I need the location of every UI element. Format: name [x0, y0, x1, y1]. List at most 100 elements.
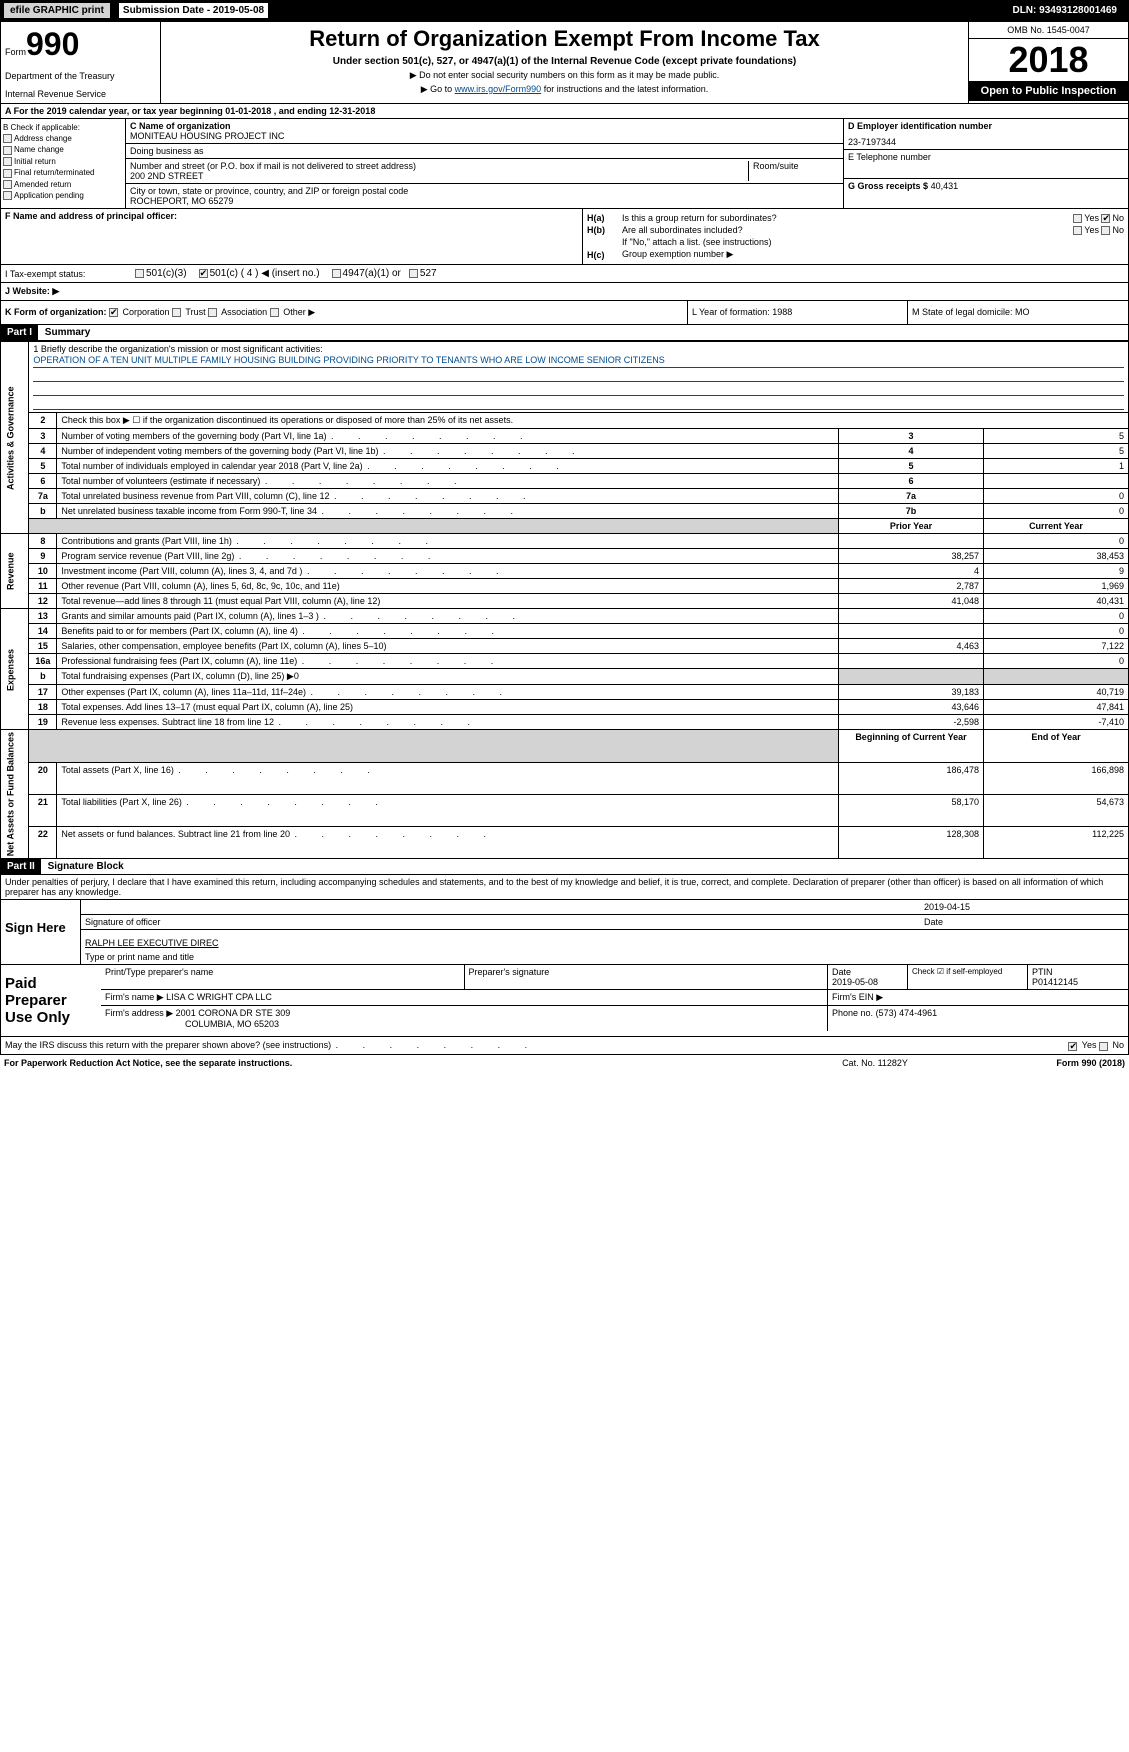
table-row: bNet unrelated business taxable income f… [1, 504, 1129, 519]
street-label: Number and street (or P.O. box if mail i… [130, 161, 744, 171]
checkbox-icon[interactable] [1099, 1042, 1108, 1051]
b-pending: Application pending [3, 191, 123, 200]
te-opt: 4947(a)(1) or [343, 268, 401, 279]
col-de: D Employer identification number 23-7197… [843, 119, 1128, 208]
b-opt: Name change [14, 145, 64, 154]
checkbox-icon[interactable] [1101, 214, 1110, 223]
checkbox-icon[interactable] [1068, 1042, 1077, 1051]
ha-line: H(a)Is this a group return for subordina… [587, 213, 1124, 223]
checkbox-icon[interactable] [1073, 214, 1082, 223]
eoy-label: End of Year [984, 730, 1129, 762]
date-val: 2019-05-08 [832, 977, 878, 987]
ein: 23-7197344 [848, 137, 1124, 147]
row-text: Benefits paid to or for members (Part IX… [61, 626, 496, 636]
instr2-pre: ▶ Go to [421, 84, 455, 94]
firm-ein-cell: Firm's EIN ▶ [828, 990, 1128, 1005]
submission-date: Submission Date - 2019-05-08 [118, 2, 269, 19]
checkbox-icon[interactable] [172, 308, 181, 317]
row-num: 6 [29, 474, 57, 489]
ptin-lbl: PTIN [1032, 967, 1053, 977]
part-i-title: Summary [45, 327, 91, 338]
ptin-val: P01412145 [1032, 977, 1078, 987]
checkbox-icon[interactable] [3, 146, 12, 155]
net-section: Net Assets or Fund Balances Beginning of… [1, 730, 1129, 762]
checkbox-icon[interactable] [270, 308, 279, 317]
row-text: Professional fundraising fees (Part IX, … [61, 656, 495, 666]
cy-val: 1,969 [984, 579, 1129, 594]
row-val: 0 [984, 489, 1129, 504]
summary-table: Activities & Governance 1 Briefly descri… [0, 341, 1129, 859]
ha-text: Is this a group return for subordinates? [622, 213, 777, 223]
checkbox-icon[interactable] [1101, 226, 1110, 235]
l-cell: L Year of formation: 1988 [688, 301, 908, 324]
checkbox-icon[interactable] [109, 308, 118, 317]
irs-link[interactable]: www.irs.gov/Form990 [455, 84, 542, 94]
row-desc: Professional fundraising fees (Part IX, … [57, 654, 839, 669]
row-num: 21 [29, 794, 57, 826]
k-label: K Form of organization: [5, 307, 107, 317]
mission-blank [33, 382, 1124, 396]
py-val [839, 534, 984, 549]
checkbox-icon[interactable] [199, 269, 208, 278]
paperwork-notice: For Paperwork Reduction Act Notice, see … [4, 1058, 775, 1068]
boy-label: Beginning of Current Year [839, 730, 984, 762]
row-desc: Total assets (Part X, line 16) [57, 762, 839, 794]
py-val: 186,478 [839, 762, 984, 794]
mission-label: 1 Briefly describe the organization's mi… [33, 344, 1124, 354]
addr-val: 2001 CORONA DR STE 309 [176, 1008, 291, 1018]
firm-addr-cell: Firm's address ▶ 2001 CORONA DR STE 309C… [101, 1006, 828, 1031]
paid-h-sig: Preparer's signature [465, 965, 829, 989]
part-i-header: Part I Summary [0, 325, 1129, 341]
checkbox-icon[interactable] [3, 180, 12, 189]
b-label: B Check if applicable: [3, 123, 123, 132]
checkbox-icon[interactable] [1073, 226, 1082, 235]
dept-treasury: Department of the Treasury [5, 71, 156, 81]
row-num: 15 [29, 639, 57, 654]
checkbox-icon[interactable] [3, 157, 12, 166]
row-num: 3 [29, 429, 57, 444]
row-desc: Contributions and grants (Part VIII, lin… [57, 534, 839, 549]
cy-val: 0 [984, 654, 1129, 669]
city: ROCHEPORT, MO 65279 [130, 196, 839, 206]
row-a: A For the 2019 calendar year, or tax yea… [0, 104, 1129, 119]
may-irs-label: May the IRS discuss this return with the… [5, 1040, 529, 1050]
checkbox-icon[interactable] [3, 191, 12, 200]
c-dba-block: Doing business as [126, 144, 843, 159]
e-block: E Telephone number [844, 150, 1128, 179]
rev-section: Revenue 8Contributions and grants (Part … [1, 534, 1129, 549]
gov-section: Activities & Governance 1 Briefly descri… [1, 342, 1129, 413]
row-num: 12 [29, 594, 57, 609]
paid-addr-row: Firm's address ▶ 2001 CORONA DR STE 309C… [101, 1006, 1128, 1031]
checkbox-icon[interactable] [135, 269, 144, 278]
row-text: Total liabilities (Part X, line 26) [61, 797, 380, 807]
py-val: 58,170 [839, 794, 984, 826]
box-num: 4 [839, 444, 984, 459]
paid-h-name: Print/Type preparer's name [101, 965, 465, 989]
checkbox-icon[interactable] [3, 169, 12, 178]
part-ii-header: Part II Signature Block [0, 859, 1129, 875]
hc-label: H(c) [587, 250, 622, 260]
name-title-label: Type or print name and title [85, 952, 1124, 962]
row-text: Net unrelated business taxable income fr… [61, 506, 515, 516]
box-num: 7a [839, 489, 984, 504]
table-row: bTotal fundraising expenses (Part IX, co… [1, 669, 1129, 685]
b-final: Final return/terminated [3, 168, 123, 177]
checkbox-icon[interactable] [208, 308, 217, 317]
row-text: Program service revenue (Part VIII, line… [61, 551, 432, 561]
officer-name: RALPH LEE EXECUTIVE DIREC [85, 938, 1124, 948]
py-val [839, 654, 984, 669]
cy-val: 112,225 [984, 827, 1129, 859]
checkbox-icon[interactable] [3, 134, 12, 143]
g-block: G Gross receipts $ 40,431 [844, 179, 1128, 193]
checkbox-icon[interactable] [332, 269, 341, 278]
exp-vert-label: Expenses [1, 609, 29, 730]
checkbox-icon[interactable] [409, 269, 418, 278]
c-name-block: C Name of organization MONITEAU HOUSING … [126, 119, 843, 144]
may-irs-yn: Yes No [1068, 1040, 1124, 1050]
row-text: Net assets or fund balances. Subtract li… [61, 829, 488, 839]
row-desc: Number of independent voting members of … [57, 444, 839, 459]
row-desc: Other revenue (Part VIII, column (A), li… [57, 579, 839, 594]
top-bar: efile GRAPHIC print Submission Date - 20… [0, 0, 1129, 21]
box-num: 6 [839, 474, 984, 489]
py-label: Prior Year [839, 519, 984, 534]
